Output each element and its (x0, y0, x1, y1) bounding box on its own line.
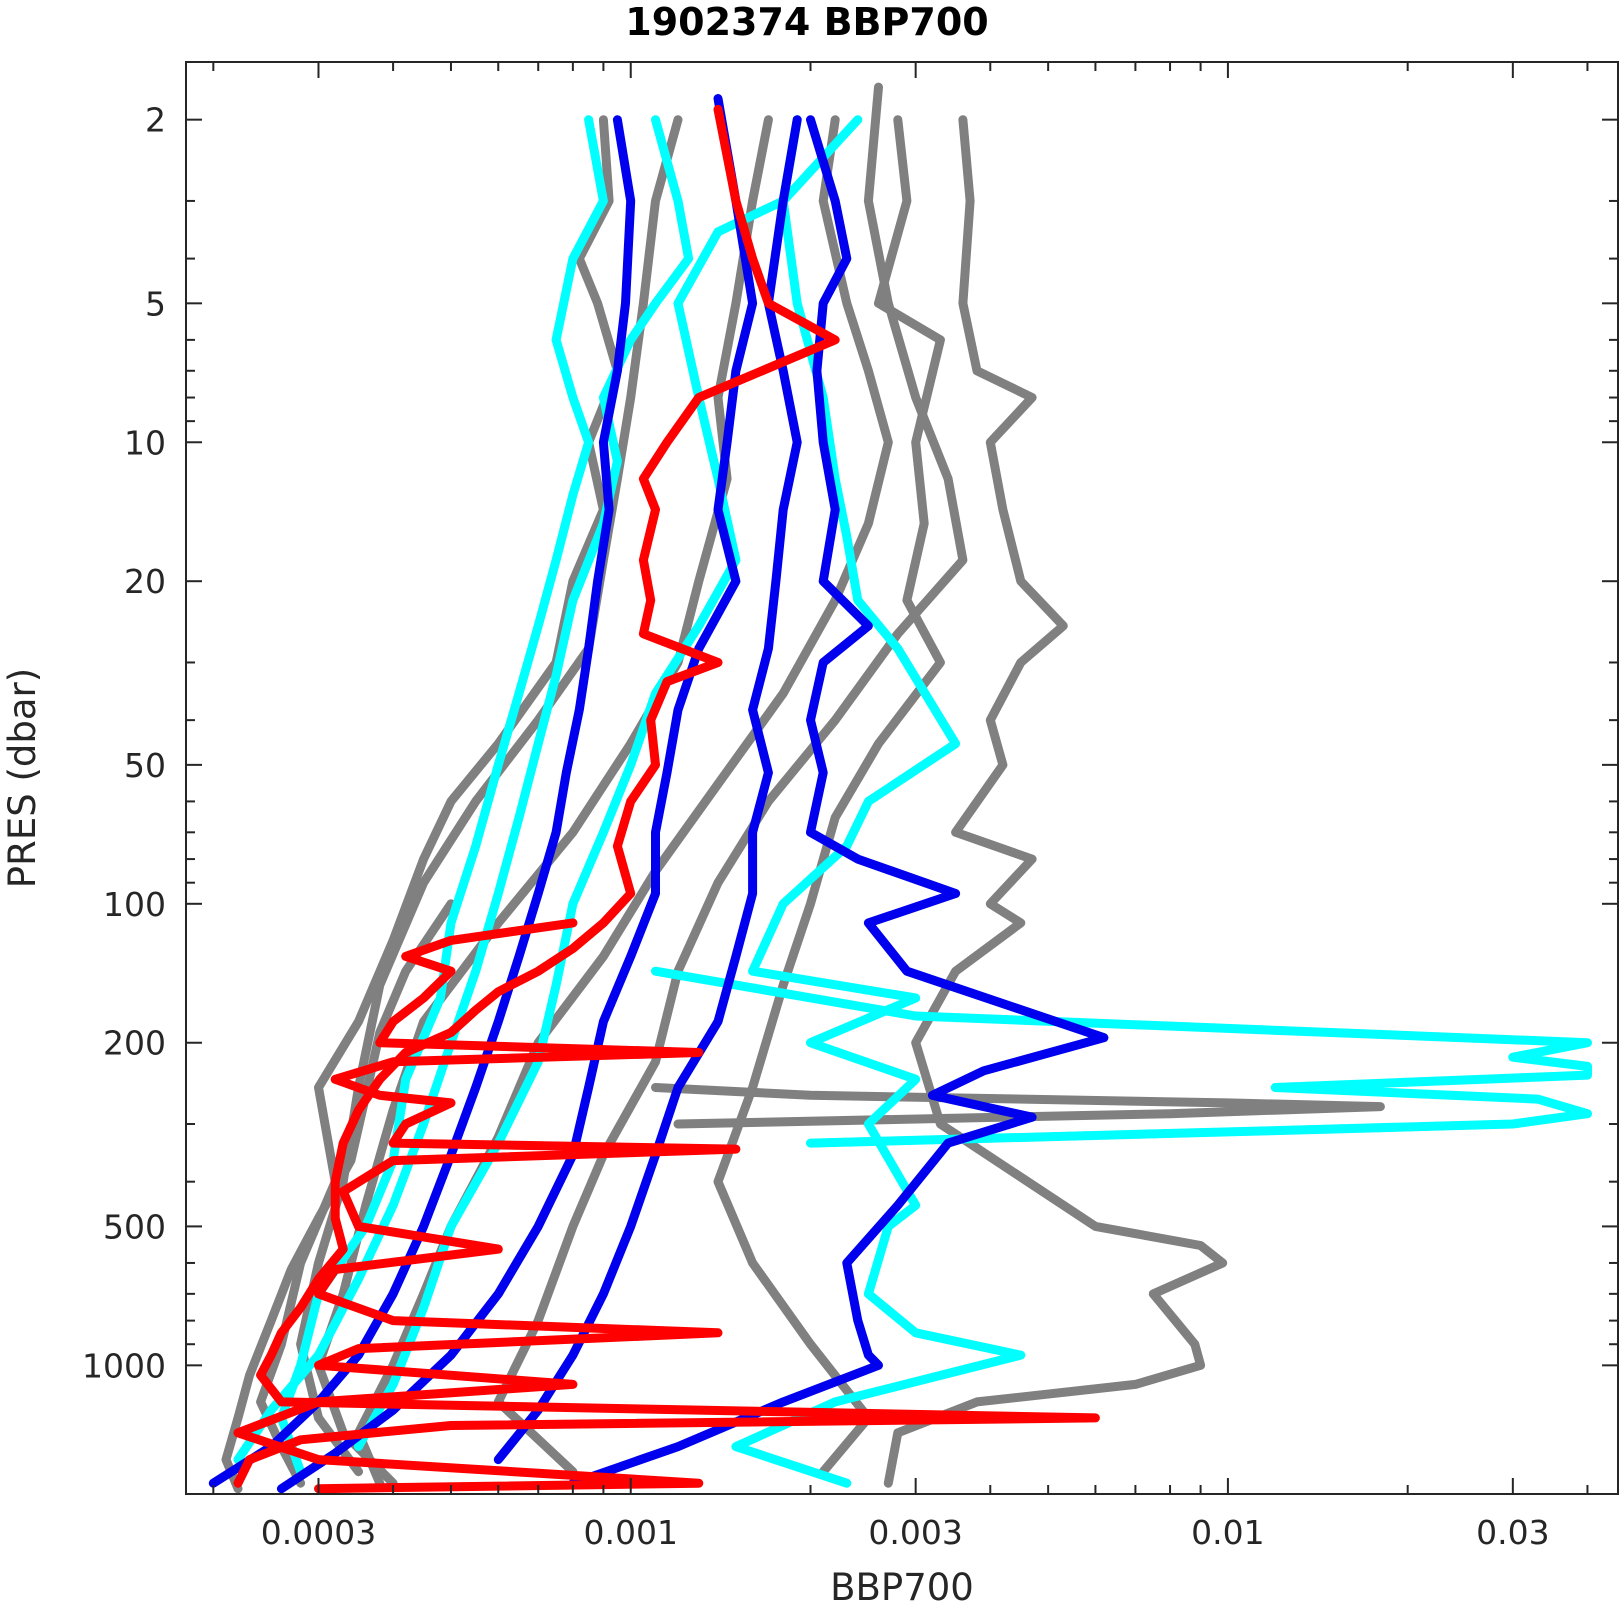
y-tick-label-2: 10 (124, 423, 166, 462)
series-cyan-12 (731, 115, 1026, 1488)
ticks-layer (186, 62, 1618, 1494)
series-gray-5 (883, 115, 1228, 1488)
series-red-18 (233, 104, 1100, 1488)
series-red-19 (233, 918, 741, 1494)
x-tick-label-4: 0.03 (1476, 1513, 1549, 1552)
y-tick-label-1: 5 (145, 284, 166, 323)
y-tick-label-0: 2 (145, 101, 166, 140)
series-cyan-13 (651, 966, 1592, 1148)
y-tick-label-5: 100 (103, 885, 166, 924)
x-tick-label-2: 0.003 (868, 1513, 962, 1552)
y-tick-label-7: 500 (103, 1207, 166, 1246)
series-gray-7 (221, 899, 456, 1494)
y-tick-label-8: 1000 (82, 1346, 166, 1385)
y-axis-label: PRES (dbar) (1, 668, 44, 888)
series-gray-4 (493, 82, 968, 1477)
y-tick-label-3: 20 (124, 562, 166, 601)
tick-labels-layer: 0.0003 0.001 0.003 0.01 0.03 2 5 10 20 50 100 200 50… (82, 101, 1550, 1552)
series-blue-14 (208, 115, 636, 1488)
series-blue-17 (568, 115, 1109, 1488)
series-gray-6 (713, 115, 945, 1477)
x-tick-label-0: 0.0003 (261, 1513, 376, 1552)
x-axis-label: BBP700 (830, 1566, 974, 1609)
chart-title: 1902374 BBP700 (625, 0, 988, 44)
series-gray-3 (354, 115, 893, 1488)
plot-frame (185, 61, 1619, 1495)
series-cyan-10 (233, 115, 694, 1465)
series-layer (208, 82, 1592, 1494)
series-gray-8 (651, 1083, 1385, 1129)
series-cyan-11 (354, 115, 863, 1452)
y-tick-label-6: 200 (103, 1024, 166, 1063)
series-blue-16 (493, 115, 802, 1465)
y-tick-label-4: 50 (124, 746, 166, 785)
x-tick-label-3: 0.01 (1191, 1513, 1264, 1552)
x-tick-label-1: 0.001 (583, 1513, 677, 1552)
